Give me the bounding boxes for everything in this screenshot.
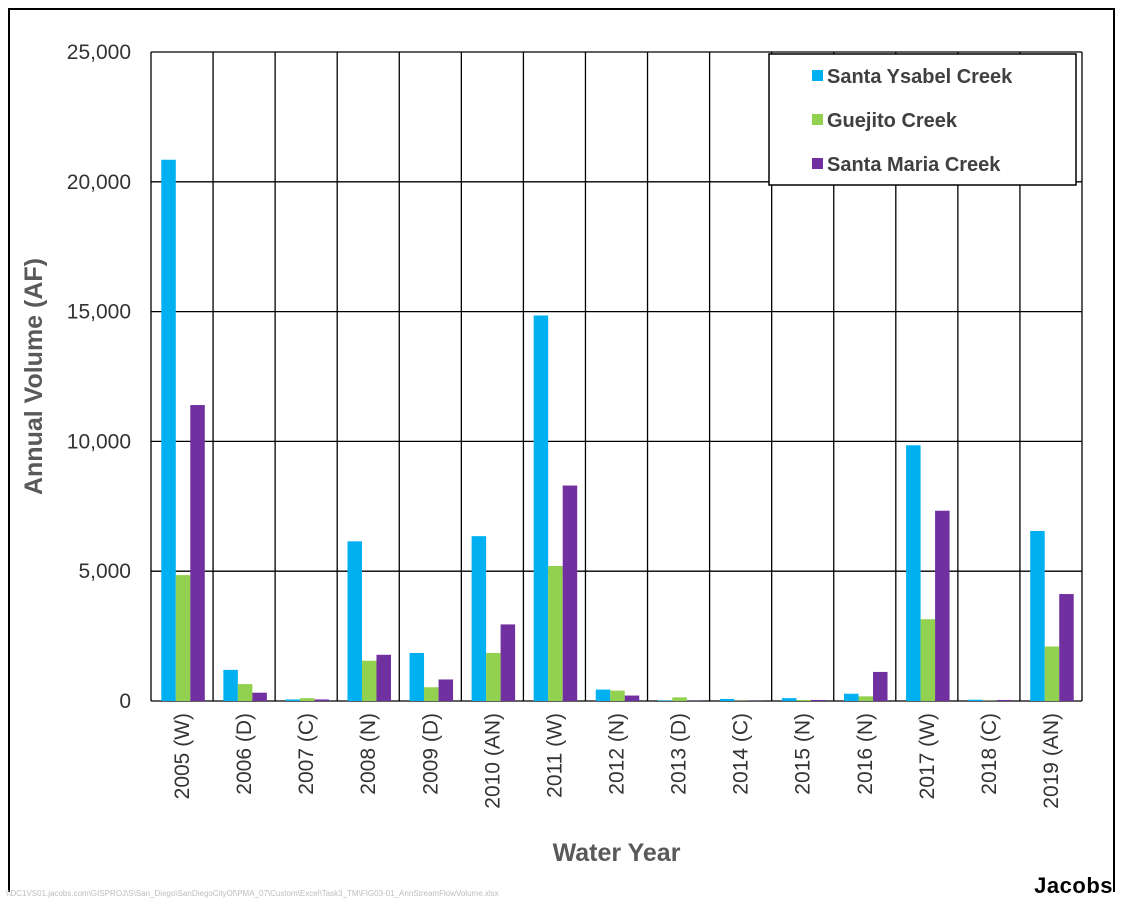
bar-santa-ysabel-creek <box>844 693 859 701</box>
bar-santa-ysabel-creek <box>161 159 176 701</box>
x-tick-label: 2012 (N) <box>606 713 629 795</box>
x-tick-label: 2016 (N) <box>854 713 877 795</box>
bar-santa-ysabel-creek <box>781 698 797 701</box>
x-tick-labels: 2005 (W) 2006 (D) 2007 (C) 2008 (N) 2009 (D)… <box>171 713 1063 809</box>
y-tick-label: 25,000 <box>67 41 131 64</box>
bar-santa-ysabel-creek <box>347 541 362 701</box>
legend-label: Santa Maria Creek <box>827 154 1001 176</box>
bar-guejito-creek <box>299 698 315 701</box>
bar-guejito-creek <box>237 684 253 701</box>
y-tick-labels: 0 5,000 10,000 15,000 20,000 25,000 <box>67 41 131 713</box>
bar-santa-maria-creek <box>1059 594 1074 701</box>
legend-swatch <box>812 70 823 81</box>
bar-guejito-creek <box>424 687 439 701</box>
file-path-footer: \\DC1VS01.jacobs.com\GISPROJ\S\San_Diego… <box>6 889 499 898</box>
x-tick-label: 2017 (W) <box>916 713 939 799</box>
bar-santa-ysabel-creek <box>657 700 673 701</box>
y-axis-title: Annual Volume (AF) <box>20 258 48 495</box>
bar-guejito-creek <box>486 652 501 701</box>
bar-guejito-creek <box>548 566 563 701</box>
x-tick-label: 2005 (W) <box>171 713 194 799</box>
legend-label: Santa Ysabel Creek <box>827 66 1013 88</box>
bar-santa-maria-creek <box>438 679 454 701</box>
bar-santa-ysabel-creek <box>471 536 487 701</box>
bar-santa-maria-creek <box>376 654 391 701</box>
legend: Santa Ysabel Creek Guejito Creek Santa Mar… <box>768 53 1077 186</box>
figure-frame <box>8 8 1115 892</box>
bar-santa-maria-creek <box>624 695 640 701</box>
bar-santa-maria-creek <box>810 699 826 701</box>
bars <box>161 159 1074 701</box>
bar-guejito-creek <box>920 619 936 701</box>
bar-guejito-creek <box>361 660 377 701</box>
bar-santa-maria-creek <box>935 510 950 701</box>
jacobs-logo: Jacobs <box>1034 873 1113 898</box>
bar-guejito-creek <box>175 575 191 701</box>
y-tick-label: 0 <box>119 690 131 713</box>
bar-santa-ysabel-creek <box>595 689 611 701</box>
x-tick-label: 2011 (W) <box>543 713 566 798</box>
y-tick-label: 5,000 <box>78 560 131 583</box>
x-tick-label: 2006 (D) <box>233 713 256 795</box>
bar-guejito-creek <box>1044 646 1060 701</box>
bar-santa-ysabel-creek <box>533 315 549 701</box>
bar-santa-ysabel-creek <box>719 698 735 701</box>
x-tick-label: 2010 (AN) <box>481 713 504 809</box>
bar-santa-ysabel-creek <box>1030 530 1045 701</box>
bar-guejito-creek <box>858 696 874 701</box>
x-tick-label: 2013 (D) <box>668 713 691 795</box>
x-tick-label: 2019 (AN) <box>1040 713 1063 809</box>
x-tick-label: 2018 (C) <box>978 713 1001 795</box>
bar-santa-ysabel-creek <box>285 699 300 701</box>
legend-label: Guejito Creek <box>827 110 958 132</box>
x-tick-label: 2015 (N) <box>792 713 815 795</box>
bar-guejito-creek <box>610 690 625 701</box>
bar-santa-maria-creek <box>252 692 267 701</box>
x-tick-label: 2009 (D) <box>419 713 442 795</box>
bar-santa-maria-creek <box>997 699 1012 701</box>
grid-lines <box>150 51 1083 702</box>
bar-santa-maria-creek <box>314 699 329 701</box>
bar-santa-maria-creek <box>500 624 516 701</box>
x-axis-title: Water Year <box>553 839 681 867</box>
bar-santa-ysabel-creek <box>906 445 921 701</box>
bar-santa-maria-creek <box>562 485 578 701</box>
legend-swatch <box>812 114 823 125</box>
bar-guejito-creek <box>796 699 811 701</box>
bar-santa-ysabel-creek <box>968 699 983 701</box>
x-tick-label: 2007 (C) <box>295 713 318 795</box>
y-tick-label: 15,000 <box>67 301 131 324</box>
bar-guejito-creek <box>672 697 687 701</box>
bar-santa-ysabel-creek <box>409 652 425 701</box>
bar-santa-maria-creek <box>873 671 888 701</box>
bar-santa-ysabel-creek <box>223 669 238 701</box>
x-tick-label: 2014 (C) <box>730 713 753 795</box>
x-tick-label: 2008 (N) <box>357 713 380 795</box>
legend-swatch <box>812 158 823 169</box>
y-tick-label: 10,000 <box>67 430 131 453</box>
bar-santa-maria-creek <box>190 405 205 701</box>
y-tick-label: 20,000 <box>67 171 131 194</box>
